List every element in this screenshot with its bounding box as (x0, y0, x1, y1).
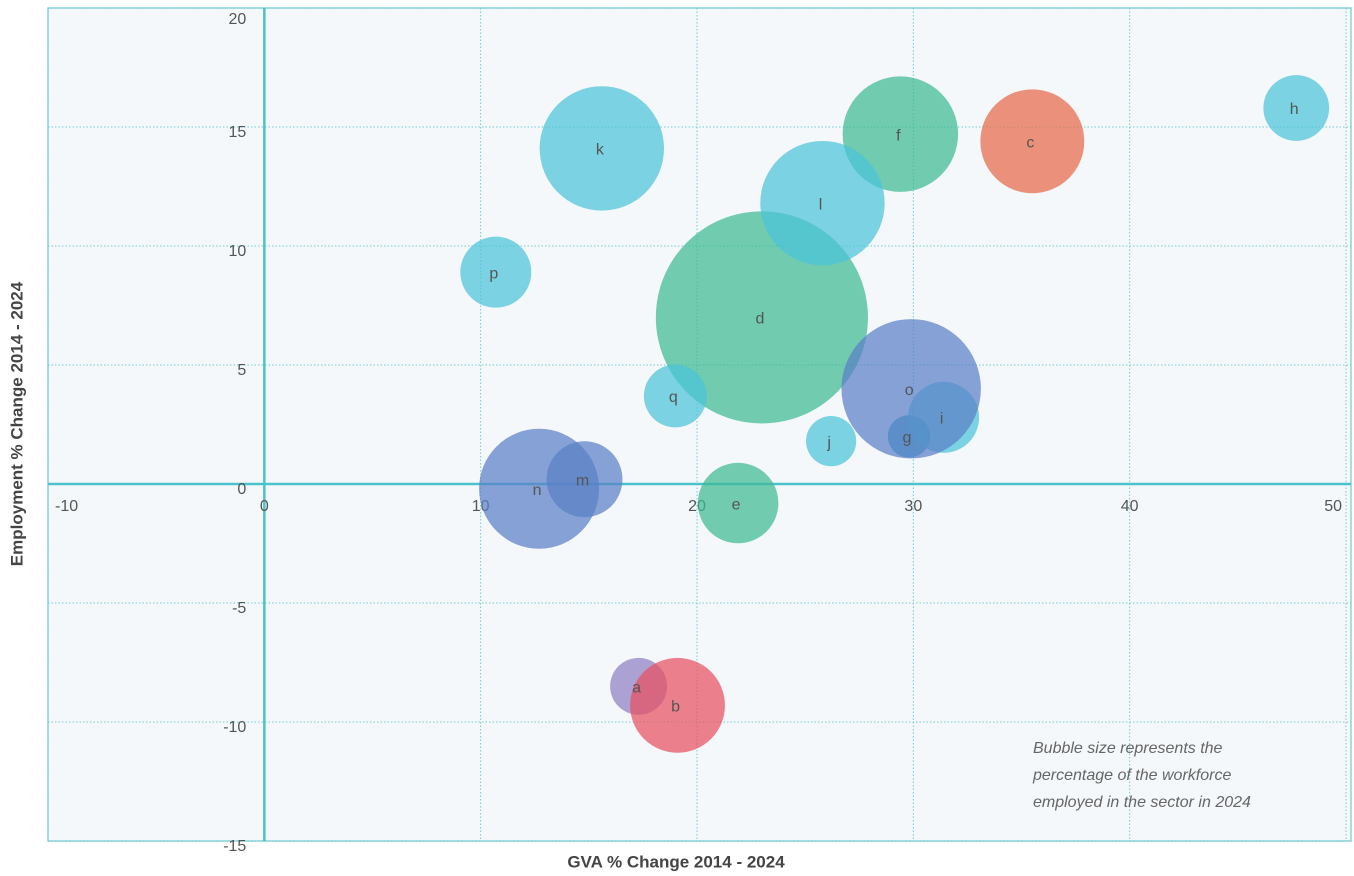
bubble (842, 76, 959, 192)
bubble-label: i (940, 411, 944, 428)
bubble-label: g (903, 430, 912, 447)
x-tick-label: 40 (1121, 498, 1139, 515)
bubble-label: j (826, 434, 831, 451)
bubble-label: k (596, 142, 605, 159)
bubble-label: f (896, 127, 901, 144)
y-tick-label: 5 (237, 362, 246, 379)
bubble-label: h (1290, 101, 1299, 118)
x-tick-label: 30 (904, 498, 922, 515)
y-tick-label: 15 (229, 124, 247, 141)
bubble-label: o (905, 382, 914, 399)
bubble (539, 86, 665, 211)
annotation: Bubble size represents the (1033, 740, 1223, 757)
annotation: percentage of the workforce (1032, 767, 1231, 784)
bubble (643, 364, 707, 428)
bubble (980, 89, 1085, 194)
y-tick-label: -5 (232, 600, 246, 617)
bubble-label: n (533, 482, 542, 499)
x-tick-label: -10 (55, 498, 78, 515)
bubble-label: p (489, 265, 498, 282)
y-tick-label: -10 (223, 719, 246, 736)
bubble-label: m (576, 472, 589, 489)
y-axis-label: Employment % Change 2014 - 2024 (7, 281, 26, 566)
bubble (760, 140, 885, 266)
bubble-label: d (755, 311, 764, 328)
x-tick-label: 0 (260, 498, 269, 515)
y-tick-label: 0 (237, 481, 246, 498)
x-tick-label: 50 (1324, 498, 1342, 515)
bubble-label: c (1026, 134, 1034, 151)
annotation: employed in the sector in 2024 (1033, 794, 1251, 811)
bubble (479, 428, 600, 549)
bubble-label: l (819, 196, 823, 213)
bubble-label: a (632, 680, 641, 697)
bubble (630, 657, 725, 753)
y-tick-label: -15 (223, 838, 246, 855)
bubble-label: b (671, 699, 680, 716)
bubble (697, 462, 779, 544)
bubble (460, 236, 532, 308)
bubble (806, 416, 857, 467)
x-axis-label: GVA % Change 2014 - 2024 (567, 852, 785, 871)
bubble (841, 319, 981, 459)
bubble-label: q (669, 389, 678, 406)
y-tick-label: 20 (229, 11, 247, 28)
bubble (1263, 75, 1330, 141)
y-tick-label: 10 (229, 243, 247, 260)
bubble-label: e (732, 496, 741, 513)
